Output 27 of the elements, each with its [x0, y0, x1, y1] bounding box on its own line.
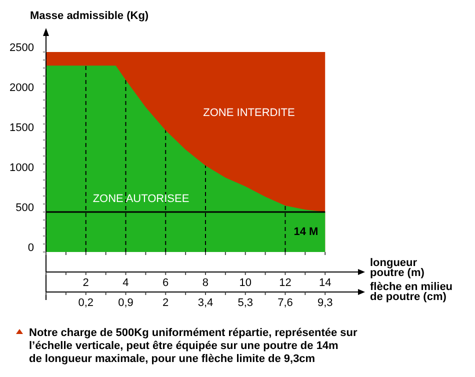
- y-tick-label: 2500: [10, 42, 34, 54]
- text: 7,6: [278, 297, 293, 309]
- x-tick-label: 4: [122, 277, 129, 289]
- text: 0,9: [118, 297, 134, 309]
- y-tick-label: 0: [28, 242, 34, 254]
- y-tick-label: 1000: [10, 162, 34, 174]
- x-tick-label: 10: [239, 277, 252, 289]
- annotation: 14 M: [294, 226, 318, 238]
- annotation: ZONE AUTORISEE: [92, 192, 190, 205]
- text: Notre charge de 500Kg uniformément répartie, représentée sur l’échelle verticale, peut être équipée sur une poutre de 14m de longueur maximale, pour une flèche limite de 9,3cm: [29, 327, 358, 365]
- text: 5,3: [238, 297, 254, 309]
- x-axis-title: longueur poutre (m): [370, 257, 425, 279]
- y-tick-label: 500: [16, 202, 34, 214]
- text: 3,4: [198, 297, 214, 309]
- text: 2: [162, 297, 169, 309]
- text: 9,3: [317, 297, 333, 309]
- x-tick-label: 12: [279, 277, 292, 289]
- y-axis-title: Masse admissible (Kg): [30, 10, 149, 22]
- text: flèche en milieu de poutre (cm): [370, 281, 453, 303]
- y-tick-label: 2000: [10, 82, 34, 94]
- x-tick-label: 14: [318, 277, 332, 289]
- y-tick-label: 1500: [10, 122, 34, 134]
- text: 0,2: [78, 297, 94, 309]
- x-tick-label: 8: [202, 277, 209, 289]
- annotation: ZONE INTERDITE: [203, 106, 295, 119]
- x-tick-label: 6: [162, 277, 169, 289]
- x-tick-label: 2: [82, 277, 89, 289]
